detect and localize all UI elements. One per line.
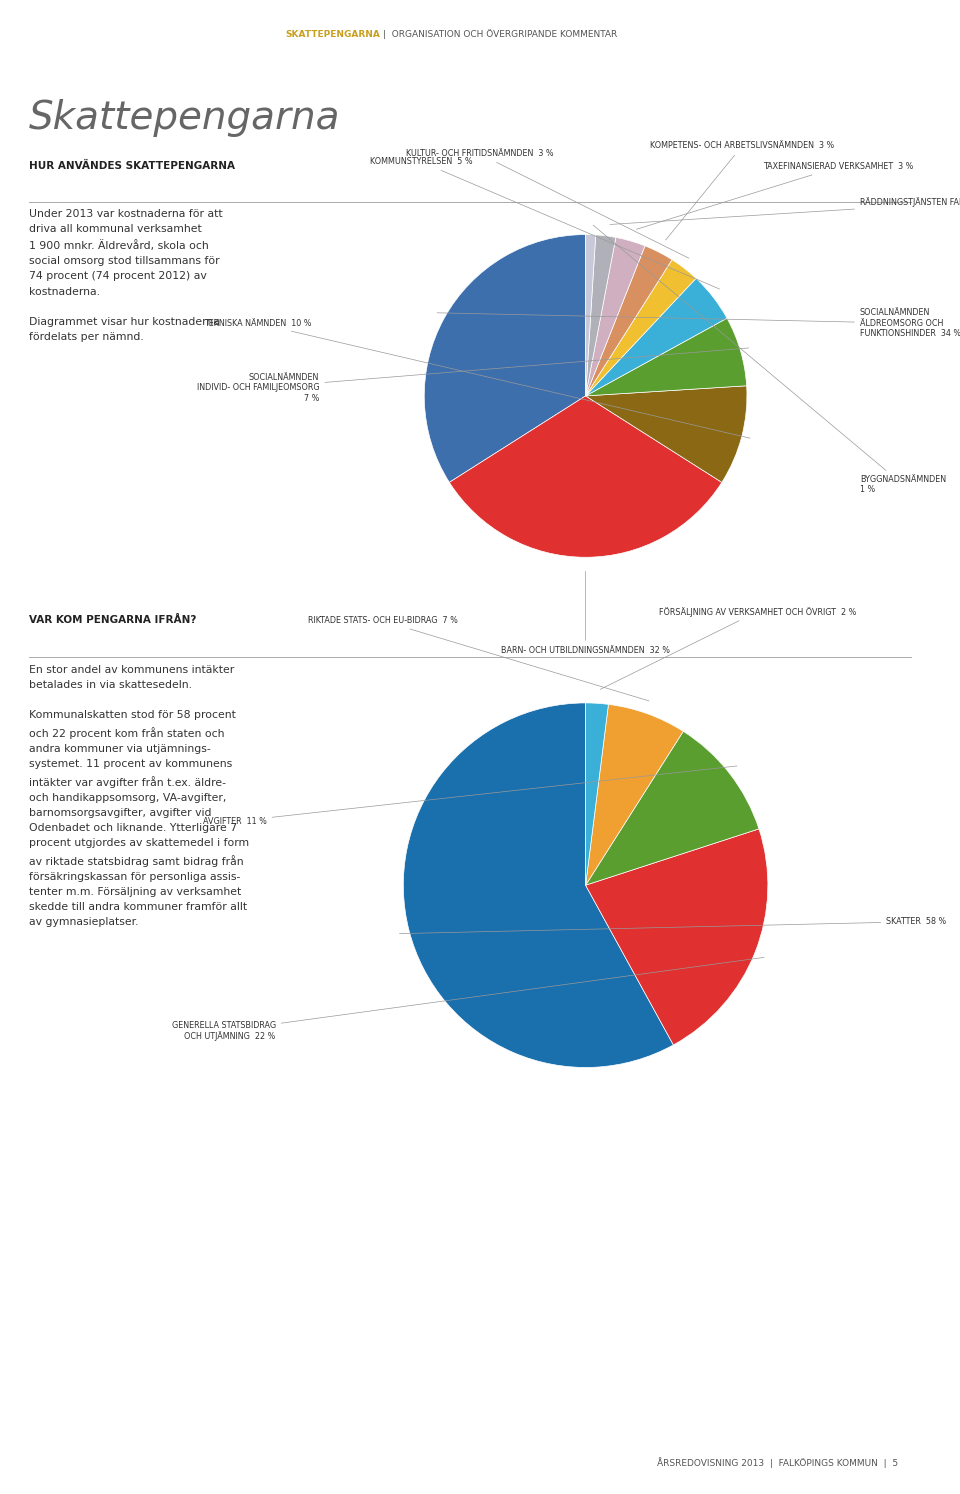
Wedge shape: [586, 235, 615, 396]
Text: RÄDDNINGSTJÄNSTEN FALKÖPING – TIDAHOLM  2 %: RÄDDNINGSTJÄNSTEN FALKÖPING – TIDAHOLM 2…: [610, 197, 960, 224]
Text: Under 2013 var kostnaderna för att
driva all kommunal verksamhet
1 900 mnkr. Äld: Under 2013 var kostnaderna för att driva…: [29, 209, 223, 342]
Text: SOCIALNÄMNDEN
ÄLDREOMSORG OCH
FUNKTIONSHINDER  34 %: SOCIALNÄMNDEN ÄLDREOMSORG OCH FUNKTIONSH…: [437, 308, 960, 338]
Wedge shape: [424, 235, 586, 483]
Wedge shape: [586, 731, 759, 884]
Text: KOMMUNSTYRELSEN  5 %: KOMMUNSTYRELSEN 5 %: [370, 157, 719, 288]
Text: KULTUR- OCH FRITIDSNÄMNDEN  3 %: KULTUR- OCH FRITIDSNÄMNDEN 3 %: [406, 149, 689, 258]
Wedge shape: [449, 396, 722, 557]
Text: RIKTADE STATS- OCH EU-BIDRAG  7 %: RIKTADE STATS- OCH EU-BIDRAG 7 %: [308, 617, 649, 701]
Text: |  ORGANISATION OCH ÖVERGRIPANDE KOMMENTAR: | ORGANISATION OCH ÖVERGRIPANDE KOMMENTA…: [383, 30, 617, 39]
Wedge shape: [586, 702, 609, 884]
Wedge shape: [586, 247, 672, 396]
Text: BARN- OCH UTBILDNINGSNÄMNDEN  32 %: BARN- OCH UTBILDNINGSNÄMNDEN 32 %: [501, 571, 670, 654]
Text: En stor andel av kommunens intäkter
betalades in via skattesedeln.

Kommunalskat: En stor andel av kommunens intäkter beta…: [29, 665, 249, 928]
Text: SKATTEPENGARNA: SKATTEPENGARNA: [285, 30, 380, 39]
Wedge shape: [586, 238, 645, 396]
Wedge shape: [586, 829, 768, 1044]
Text: SOCIALNÄMNDEN
INDIVID- OCH FAMILJEOMSORG
7 %: SOCIALNÄMNDEN INDIVID- OCH FAMILJEOMSORG…: [197, 348, 749, 403]
Wedge shape: [586, 385, 747, 483]
Wedge shape: [586, 260, 696, 396]
Text: TEKNISKA NÄMNDEN  10 %: TEKNISKA NÄMNDEN 10 %: [204, 318, 750, 438]
Wedge shape: [586, 235, 596, 396]
Text: GENERELLA STATSBIDRAG
OCH UTJÄMNING  22 %: GENERELLA STATSBIDRAG OCH UTJÄMNING 22 %: [172, 958, 764, 1041]
Text: FÖRSÄLJNING AV VERKSAMHET OCH ÖVRIGT  2 %: FÖRSÄLJNING AV VERKSAMHET OCH ÖVRIGT 2 %: [600, 607, 856, 689]
Wedge shape: [403, 702, 673, 1067]
Wedge shape: [586, 278, 727, 396]
Wedge shape: [586, 704, 684, 884]
Text: SKATTER  58 %: SKATTER 58 %: [399, 917, 947, 934]
Text: VAR KOM PENGARNA IFRÅN?: VAR KOM PENGARNA IFRÅN?: [29, 616, 196, 624]
Text: AVGIFTER  11 %: AVGIFTER 11 %: [203, 766, 737, 826]
Wedge shape: [586, 318, 747, 396]
Text: HUR ANVÄNDES SKATTEPENGARNA: HUR ANVÄNDES SKATTEPENGARNA: [29, 161, 235, 170]
Text: TAXEFINANSIERAD VERKSAMHET  3 %: TAXEFINANSIERAD VERKSAMHET 3 %: [636, 163, 914, 229]
Text: Skattepengarna: Skattepengarna: [29, 100, 340, 137]
Text: KOMPETENS- OCH ARBETSLIVSNÄMNDEN  3 %: KOMPETENS- OCH ARBETSLIVSNÄMNDEN 3 %: [650, 142, 834, 241]
Text: BYGGNADSNÄMNDEN
1 %: BYGGNADSNÄMNDEN 1 %: [593, 226, 946, 495]
Text: ÅRSREDOVISNING 2013  |  FALKÖPINGS KOMMUN  |  5: ÅRSREDOVISNING 2013 | FALKÖPINGS KOMMUN …: [658, 1457, 899, 1469]
